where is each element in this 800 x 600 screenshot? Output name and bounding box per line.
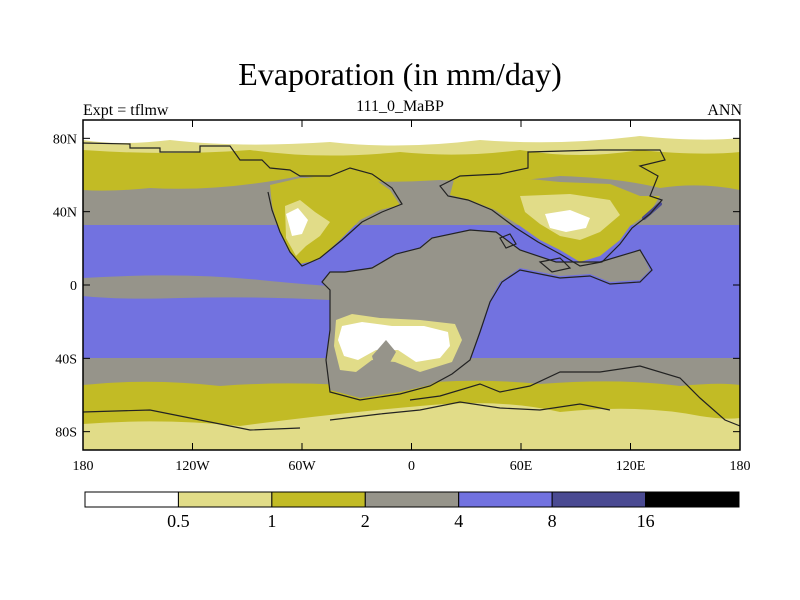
x-tick-label: 120W xyxy=(175,459,210,474)
experiment-label: Expt = tflmw xyxy=(83,102,169,119)
coastlines xyxy=(83,142,740,431)
colorbar-swatch xyxy=(177,491,273,508)
x-tick-label: 180 xyxy=(730,459,751,474)
band-05-1-south xyxy=(83,403,740,450)
colorbar-swatch xyxy=(551,491,647,508)
y-tick-label: 0 xyxy=(70,279,77,294)
y-tick-label: 40S xyxy=(55,352,77,367)
y-tick-label: 80N xyxy=(53,132,77,147)
colorbar-swatch xyxy=(364,491,460,508)
colorbar-swatch xyxy=(84,491,179,508)
contour-field xyxy=(83,120,740,450)
equatorial-tongue xyxy=(83,275,330,300)
interior-ridge xyxy=(372,340,396,370)
desert-white xyxy=(338,322,450,362)
y-axis: 80N 40N 0 40S 80S xyxy=(53,132,740,441)
y-tick-label: 80S xyxy=(55,426,77,441)
x-tick-label: 0 xyxy=(408,459,415,474)
colorbar-label: 0.5 xyxy=(167,511,190,531)
x-tick-label: 60E xyxy=(510,459,533,474)
map-title: Evaporation (in mm/day) xyxy=(238,56,562,92)
band-0-05-north xyxy=(83,120,740,146)
colorbar-label: 1 xyxy=(267,511,276,531)
season-label: ANN xyxy=(707,102,742,119)
x-tick-label: 60W xyxy=(288,459,316,474)
colorbar: 0.5 1 2 4 8 16 xyxy=(84,491,740,531)
x-tick-label: 180 xyxy=(73,459,94,474)
period-label: 111_0_MaBP xyxy=(356,98,444,115)
colorbar-label: 16 xyxy=(637,511,655,531)
x-tick-label: 120E xyxy=(616,459,646,474)
colorbar-swatch xyxy=(271,491,366,508)
colorbar-label: 8 xyxy=(548,511,557,531)
north-east-desert xyxy=(545,210,590,232)
colorbar-label: 2 xyxy=(361,511,370,531)
colorbar-swatch xyxy=(458,491,553,508)
north-west-desert xyxy=(286,208,308,236)
x-axis: 180 120W 60W 0 60E 120E 180 xyxy=(73,120,751,474)
colorbar-swatch xyxy=(645,491,740,508)
y-tick-label: 40N xyxy=(53,206,77,221)
colorbar-label: 4 xyxy=(454,511,463,531)
